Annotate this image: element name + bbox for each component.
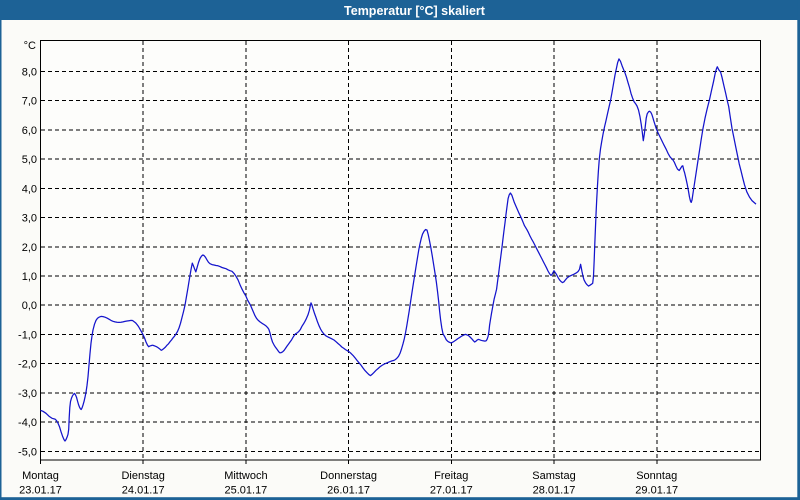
svg-text:23.01.17: 23.01.17 — [19, 485, 62, 497]
svg-text:29.01.17: 29.01.17 — [635, 485, 678, 497]
svg-text:4,0: 4,0 — [22, 183, 37, 195]
svg-text:2,0: 2,0 — [22, 242, 37, 254]
svg-text:Mittwoch: Mittwoch — [224, 470, 267, 482]
svg-text:Samstag: Samstag — [532, 470, 575, 482]
svg-text:Freitag: Freitag — [434, 470, 468, 482]
svg-text:26.01.17: 26.01.17 — [327, 485, 370, 497]
svg-text:8,0: 8,0 — [22, 67, 37, 79]
svg-text:27.01.17: 27.01.17 — [430, 485, 473, 497]
svg-text:28.01.17: 28.01.17 — [533, 485, 576, 497]
svg-text:-1,0: -1,0 — [18, 329, 37, 341]
svg-text:-5,0: -5,0 — [18, 446, 37, 458]
svg-text:3,0: 3,0 — [22, 213, 37, 225]
svg-text:0,0: 0,0 — [22, 300, 37, 312]
svg-text:Donnerstag: Donnerstag — [320, 470, 377, 482]
svg-text:6,0: 6,0 — [22, 125, 37, 137]
svg-text:-3,0: -3,0 — [18, 388, 37, 400]
svg-text:Dienstag: Dienstag — [121, 470, 164, 482]
svg-text:Sonntag: Sonntag — [636, 470, 677, 482]
svg-text:Temperatur [°C] skaliert: Temperatur [°C] skaliert — [344, 4, 486, 18]
svg-text:°C: °C — [24, 40, 36, 52]
svg-text:-4,0: -4,0 — [18, 417, 37, 429]
svg-text:1,0: 1,0 — [22, 271, 37, 283]
svg-text:25.01.17: 25.01.17 — [224, 485, 267, 497]
svg-text:24.01.17: 24.01.17 — [122, 485, 165, 497]
svg-text:5,0: 5,0 — [22, 154, 37, 166]
svg-text:7,0: 7,0 — [22, 96, 37, 108]
svg-text:Montag: Montag — [22, 470, 59, 482]
svg-text:-2,0: -2,0 — [18, 359, 37, 371]
